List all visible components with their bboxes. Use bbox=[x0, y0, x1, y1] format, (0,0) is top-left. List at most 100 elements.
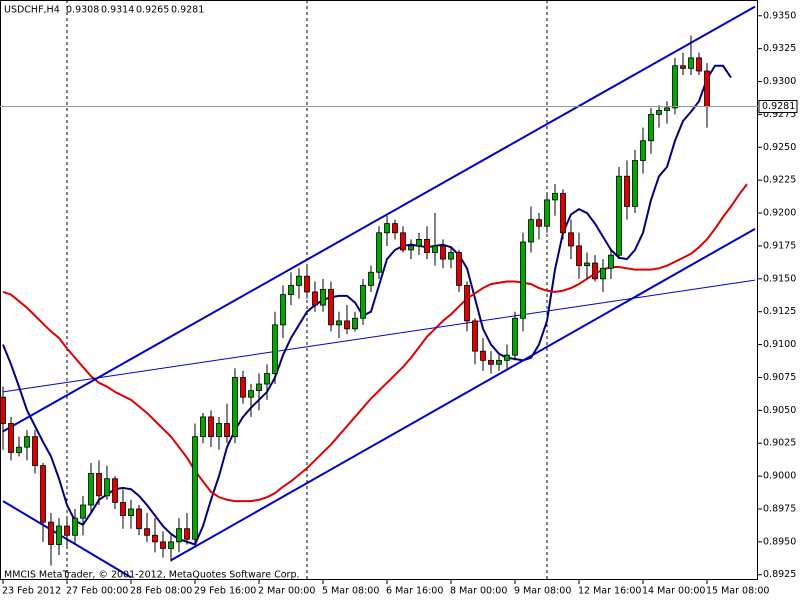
candle-body bbox=[56, 525, 62, 545]
candle-body bbox=[472, 320, 478, 352]
candle-body bbox=[192, 436, 198, 540]
candle-body bbox=[360, 284, 366, 319]
x-tick-label: 5 Mar 08:00 bbox=[322, 586, 379, 597]
x-tick-label: 12 Mar 16:00 bbox=[578, 586, 641, 597]
price-label: 0.9281 bbox=[762, 101, 795, 112]
header-low: 0.9265 bbox=[136, 5, 169, 16]
y-tick-label: 0.9250 bbox=[763, 142, 796, 153]
y-tick-label: 0.9075 bbox=[763, 372, 796, 383]
candle-body bbox=[264, 373, 270, 385]
x-tick-label: 29 Feb 16:00 bbox=[194, 586, 256, 597]
y-tick-label: 0.8950 bbox=[763, 536, 796, 547]
candle-body bbox=[464, 284, 470, 322]
candle-body bbox=[64, 525, 70, 536]
candle-body bbox=[424, 238, 430, 253]
candle-body bbox=[528, 219, 534, 243]
y-tick-label: 0.9175 bbox=[763, 240, 796, 251]
candle-body bbox=[320, 288, 326, 306]
candle-body bbox=[640, 140, 646, 161]
y-tick-label: 0.9050 bbox=[763, 405, 796, 416]
header-close: 0.9281 bbox=[171, 5, 204, 16]
candle-body bbox=[216, 423, 222, 438]
candle-body bbox=[656, 110, 662, 115]
x-tick-label: 15 Mar 08:00 bbox=[706, 586, 769, 597]
price-label-box bbox=[758, 100, 798, 114]
y-tick-label: 0.9150 bbox=[763, 273, 796, 284]
candle-body bbox=[560, 192, 566, 234]
y-tick-label: 0.9275 bbox=[763, 109, 796, 120]
y-tick-label: 0.9200 bbox=[763, 208, 796, 219]
candle-body bbox=[272, 324, 278, 374]
candle-body bbox=[448, 252, 454, 260]
y-tick-label: 0.8925 bbox=[763, 569, 796, 580]
candle-body bbox=[152, 534, 158, 543]
candle-body bbox=[288, 284, 294, 296]
header-open: 0.9308 bbox=[66, 5, 99, 16]
candle-body bbox=[456, 252, 462, 286]
y-tick-label: 0.9300 bbox=[763, 76, 796, 87]
candle-body bbox=[520, 241, 526, 319]
candle-body bbox=[224, 423, 230, 438]
candle-body bbox=[120, 502, 126, 516]
candle-body bbox=[8, 423, 14, 453]
candle-body bbox=[600, 267, 606, 280]
x-tick-label: 6 Mar 16:00 bbox=[386, 586, 443, 597]
candle-body bbox=[256, 383, 262, 392]
candle-body bbox=[352, 317, 358, 330]
x-tick-label: 27 Feb 00:00 bbox=[66, 586, 128, 597]
chart-title: USDCHF,H4 bbox=[4, 5, 60, 16]
candle-body bbox=[512, 317, 518, 356]
candle-body bbox=[176, 528, 182, 543]
trend-line bbox=[2, 279, 756, 393]
candle-body bbox=[80, 504, 86, 519]
candle-body bbox=[128, 508, 134, 516]
y-tick-label: 0.9325 bbox=[763, 43, 796, 54]
plot-area bbox=[0, 0, 758, 580]
footer: MMCIS MetaTrader, © 2001-2012, MetaQuote… bbox=[4, 570, 300, 581]
candle-body bbox=[504, 354, 510, 361]
candle-body bbox=[96, 473, 102, 497]
candle-body bbox=[232, 377, 238, 438]
y-tick-label: 0.8975 bbox=[763, 503, 796, 514]
candle-body bbox=[664, 107, 670, 111]
trend-line bbox=[170, 227, 756, 562]
candle-body bbox=[184, 528, 190, 540]
candle-body bbox=[24, 436, 30, 448]
candle-body bbox=[200, 416, 206, 438]
candle-body bbox=[168, 541, 174, 549]
candle-body bbox=[240, 377, 246, 398]
candle-body bbox=[304, 275, 310, 293]
candle-body bbox=[328, 288, 334, 326]
candle-body bbox=[608, 254, 614, 269]
x-tick-label: 14 Mar 00:00 bbox=[642, 586, 705, 597]
candle-body bbox=[704, 70, 710, 107]
candle-body bbox=[616, 175, 622, 256]
candle-body bbox=[552, 192, 558, 201]
candle-body bbox=[312, 291, 318, 306]
candle-body bbox=[536, 219, 542, 227]
candle-body bbox=[296, 275, 302, 286]
candle-body bbox=[336, 320, 342, 326]
candle-body bbox=[40, 465, 46, 523]
candle-body bbox=[632, 160, 638, 207]
candle-body bbox=[32, 436, 38, 466]
candle-body bbox=[72, 517, 78, 536]
candle-body bbox=[544, 199, 550, 227]
y-tick-label: 0.9000 bbox=[763, 471, 796, 482]
candle-body bbox=[384, 223, 390, 234]
plot-layer bbox=[0, 5, 758, 579]
candle-body bbox=[696, 57, 702, 72]
y-tick-label: 0.9350 bbox=[763, 10, 796, 21]
moving-average bbox=[2, 183, 748, 503]
y-tick-label: 0.9225 bbox=[763, 175, 796, 186]
candle-body bbox=[136, 508, 142, 530]
candle-body bbox=[568, 232, 574, 247]
candle-body bbox=[440, 245, 446, 260]
candle-body bbox=[392, 223, 398, 234]
trend-line bbox=[2, 5, 756, 433]
candle-body bbox=[112, 478, 118, 503]
x-tick-label: 8 Mar 00:00 bbox=[450, 586, 507, 597]
candle-body bbox=[672, 65, 678, 109]
x-tick-label: 9 Mar 08:00 bbox=[514, 586, 571, 597]
